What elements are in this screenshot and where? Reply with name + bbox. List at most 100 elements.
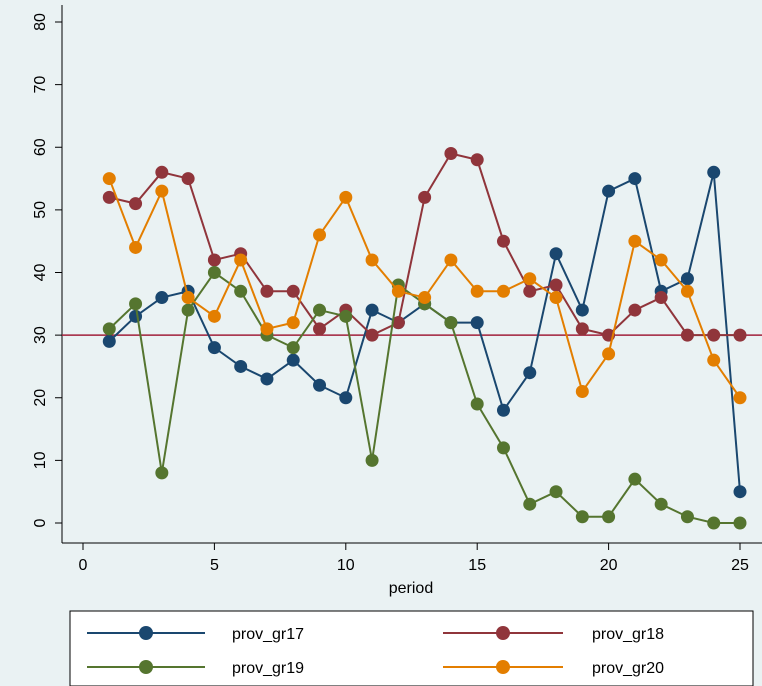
- data-point: [470, 153, 484, 167]
- data-point: [680, 284, 694, 298]
- data-point: [234, 284, 248, 298]
- data-point: [496, 441, 510, 455]
- data-point: [207, 253, 221, 267]
- data-point: [602, 347, 616, 361]
- data-point: [102, 190, 116, 204]
- legend-item: prov_gr17: [87, 626, 304, 643]
- data-point: [286, 284, 300, 298]
- data-point: [181, 291, 195, 305]
- y-tick-label: 30: [32, 326, 49, 344]
- y-tick-label: 40: [32, 264, 49, 282]
- data-point: [523, 284, 537, 298]
- data-point: [575, 510, 589, 524]
- data-point: [313, 322, 327, 336]
- data-point: [680, 328, 694, 342]
- data-point: [313, 228, 327, 242]
- data-point: [207, 309, 221, 323]
- data-point: [496, 284, 510, 298]
- data-point: [523, 497, 537, 511]
- data-point: [628, 172, 642, 186]
- data-point: [575, 384, 589, 398]
- data-point: [628, 303, 642, 317]
- data-point: [365, 453, 379, 467]
- legend-items: prov_gr17 prov_gr18 prov_gr19 prov_gr20: [87, 626, 664, 677]
- plot-area: [62, 5, 762, 543]
- data-point: [365, 253, 379, 267]
- y-tick-label: 50: [32, 201, 49, 219]
- x-tick-label: 25: [731, 557, 749, 574]
- data-point: [234, 253, 248, 267]
- data-point: [523, 366, 537, 380]
- y-tick-label: 70: [32, 76, 49, 94]
- data-point: [549, 291, 563, 305]
- data-point: [260, 372, 274, 386]
- data-point: [234, 359, 248, 373]
- legend: prov_gr17 prov_gr18 prov_gr19 prov_gr20: [69, 610, 754, 686]
- x-tick-label: 20: [600, 557, 618, 574]
- data-point: [339, 309, 353, 323]
- legend-box: [69, 610, 754, 686]
- legend-item: prov_gr18: [443, 626, 664, 643]
- y-tick-label: 80: [32, 13, 49, 31]
- data-point: [365, 328, 379, 342]
- data-point: [155, 466, 169, 480]
- data-point: [444, 316, 458, 330]
- data-point: [391, 316, 405, 330]
- legend-item: prov_gr20: [443, 660, 664, 677]
- data-point: [680, 510, 694, 524]
- data-point: [418, 190, 432, 204]
- data-point: [549, 485, 563, 499]
- x-tick-label: 15: [468, 557, 486, 574]
- legend-label: prov_gr17: [232, 626, 304, 643]
- x-tick-label: 5: [210, 557, 219, 574]
- data-point: [707, 516, 721, 530]
- data-point: [155, 184, 169, 198]
- data-point: [207, 341, 221, 355]
- data-point: [313, 378, 327, 392]
- data-point: [470, 284, 484, 298]
- data-point: [181, 303, 195, 317]
- legend-marker: [496, 660, 510, 674]
- data-point: [129, 297, 143, 311]
- legend-marker: [139, 626, 153, 640]
- data-point: [339, 391, 353, 405]
- data-point: [444, 253, 458, 267]
- legend-label: prov_gr19: [232, 660, 304, 677]
- data-point: [207, 266, 221, 279]
- data-point: [575, 322, 589, 336]
- data-point: [470, 316, 484, 330]
- x-axis-label: period: [389, 580, 433, 597]
- y-tick-label: 0: [32, 518, 49, 527]
- data-point: [102, 172, 116, 186]
- data-point: [444, 147, 458, 161]
- data-point: [707, 328, 721, 342]
- data-point: [260, 284, 274, 298]
- series-prov_gr20: [102, 172, 747, 405]
- data-point: [523, 272, 537, 286]
- y-tick-label: 10: [32, 451, 49, 469]
- data-point: [102, 334, 116, 348]
- legend-item: prov_gr19: [87, 660, 304, 677]
- data-point: [733, 485, 747, 499]
- data-point: [602, 184, 616, 198]
- legend-label: prov_gr18: [592, 626, 664, 643]
- data-point: [654, 497, 668, 511]
- data-point: [707, 353, 721, 367]
- data-point: [129, 197, 143, 211]
- data-point: [733, 391, 747, 405]
- data-point: [496, 403, 510, 417]
- data-point: [181, 172, 195, 186]
- data-point: [628, 472, 642, 486]
- data-point: [365, 303, 379, 317]
- data-point: [286, 316, 300, 330]
- series-prov_gr18: [102, 147, 747, 342]
- legend-marker: [496, 626, 510, 640]
- legend-marker: [139, 660, 153, 674]
- data-point: [339, 190, 353, 204]
- data-point: [680, 272, 694, 286]
- data-point: [602, 510, 616, 524]
- data-point: [549, 278, 563, 292]
- legend-label: prov_gr20: [592, 660, 664, 677]
- data-point: [496, 234, 510, 248]
